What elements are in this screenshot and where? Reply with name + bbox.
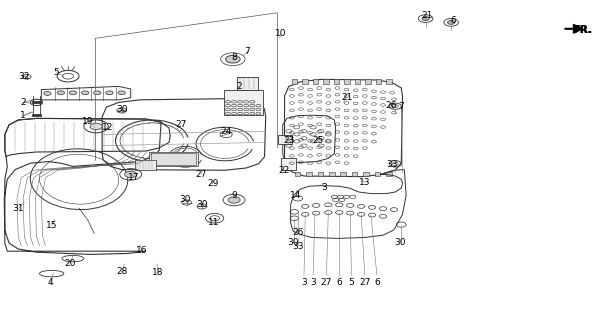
- Circle shape: [81, 91, 89, 95]
- Text: 5: 5: [348, 278, 354, 287]
- Bar: [237, 77, 258, 90]
- Text: 18: 18: [153, 268, 164, 277]
- Text: 30: 30: [180, 196, 191, 204]
- Text: 6: 6: [374, 278, 380, 287]
- Circle shape: [57, 91, 64, 95]
- Circle shape: [90, 123, 102, 130]
- Text: 21: 21: [341, 93, 352, 102]
- Text: 27: 27: [321, 278, 332, 287]
- Circle shape: [94, 91, 101, 95]
- Bar: [334, 79, 339, 84]
- Text: 11: 11: [209, 218, 219, 227]
- Text: 19: 19: [83, 117, 94, 126]
- Text: 15: 15: [46, 221, 57, 230]
- Text: 30: 30: [395, 238, 406, 247]
- Bar: [135, 160, 156, 170]
- Bar: [386, 79, 392, 84]
- Text: 24: 24: [221, 127, 232, 136]
- Bar: [295, 172, 300, 176]
- Bar: [278, 135, 292, 144]
- Bar: [352, 172, 358, 176]
- Circle shape: [228, 197, 240, 203]
- Text: 26: 26: [292, 228, 303, 237]
- Text: 33: 33: [387, 160, 398, 169]
- Circle shape: [226, 55, 240, 63]
- Text: 25: 25: [313, 136, 323, 145]
- Text: 2: 2: [20, 98, 26, 107]
- Text: 29: 29: [207, 180, 218, 188]
- Bar: [376, 79, 381, 84]
- Bar: [149, 152, 198, 166]
- Text: FR.: FR.: [573, 25, 592, 36]
- Circle shape: [118, 91, 125, 95]
- Bar: [306, 172, 312, 176]
- Text: 8: 8: [231, 53, 237, 62]
- Bar: [354, 79, 360, 84]
- Bar: [323, 79, 329, 84]
- Text: 2: 2: [236, 82, 242, 91]
- Text: 31: 31: [13, 204, 24, 213]
- Text: 22: 22: [278, 166, 289, 175]
- Bar: [329, 172, 334, 176]
- Text: 27: 27: [359, 278, 370, 287]
- Circle shape: [422, 17, 429, 20]
- Circle shape: [69, 91, 77, 95]
- Text: 30: 30: [288, 238, 299, 247]
- Circle shape: [125, 171, 137, 178]
- Bar: [151, 153, 196, 165]
- Text: 4: 4: [47, 278, 54, 287]
- Text: 26: 26: [385, 101, 396, 110]
- Text: FR.: FR.: [573, 25, 591, 36]
- Bar: [365, 79, 371, 84]
- Text: 9: 9: [231, 191, 237, 200]
- Bar: [224, 90, 263, 115]
- Text: 14: 14: [291, 191, 302, 200]
- Text: 30: 30: [116, 105, 127, 114]
- Circle shape: [447, 20, 455, 24]
- Text: 21: 21: [421, 11, 432, 20]
- Text: 23: 23: [283, 136, 294, 145]
- Text: 27: 27: [195, 170, 206, 179]
- Text: 7: 7: [398, 102, 404, 111]
- Text: 10: 10: [275, 29, 286, 38]
- Text: 12: 12: [102, 124, 113, 132]
- Text: 7: 7: [244, 47, 250, 56]
- Text: 3: 3: [310, 278, 316, 287]
- Text: 28: 28: [116, 268, 127, 276]
- Text: 3: 3: [301, 278, 307, 287]
- Text: 17: 17: [128, 173, 139, 182]
- Text: 1: 1: [20, 111, 26, 120]
- Circle shape: [44, 92, 51, 95]
- Bar: [364, 172, 368, 176]
- Bar: [386, 172, 392, 176]
- Text: 27: 27: [176, 120, 187, 129]
- Text: 6: 6: [450, 16, 456, 25]
- Text: 30: 30: [196, 200, 207, 209]
- Text: 3: 3: [321, 183, 327, 192]
- Bar: [313, 79, 318, 84]
- Bar: [302, 79, 308, 84]
- Text: 20: 20: [64, 260, 75, 268]
- Text: 5: 5: [54, 68, 60, 77]
- Text: 33: 33: [292, 242, 303, 251]
- Text: 32: 32: [19, 72, 30, 81]
- Bar: [292, 79, 297, 84]
- Circle shape: [106, 91, 113, 95]
- Bar: [375, 172, 380, 176]
- Text: 13: 13: [359, 178, 370, 187]
- Bar: [344, 79, 350, 84]
- Bar: [340, 172, 346, 176]
- Bar: [281, 158, 296, 170]
- Bar: [317, 172, 323, 176]
- Text: 6: 6: [336, 278, 342, 287]
- Text: 16: 16: [136, 246, 147, 255]
